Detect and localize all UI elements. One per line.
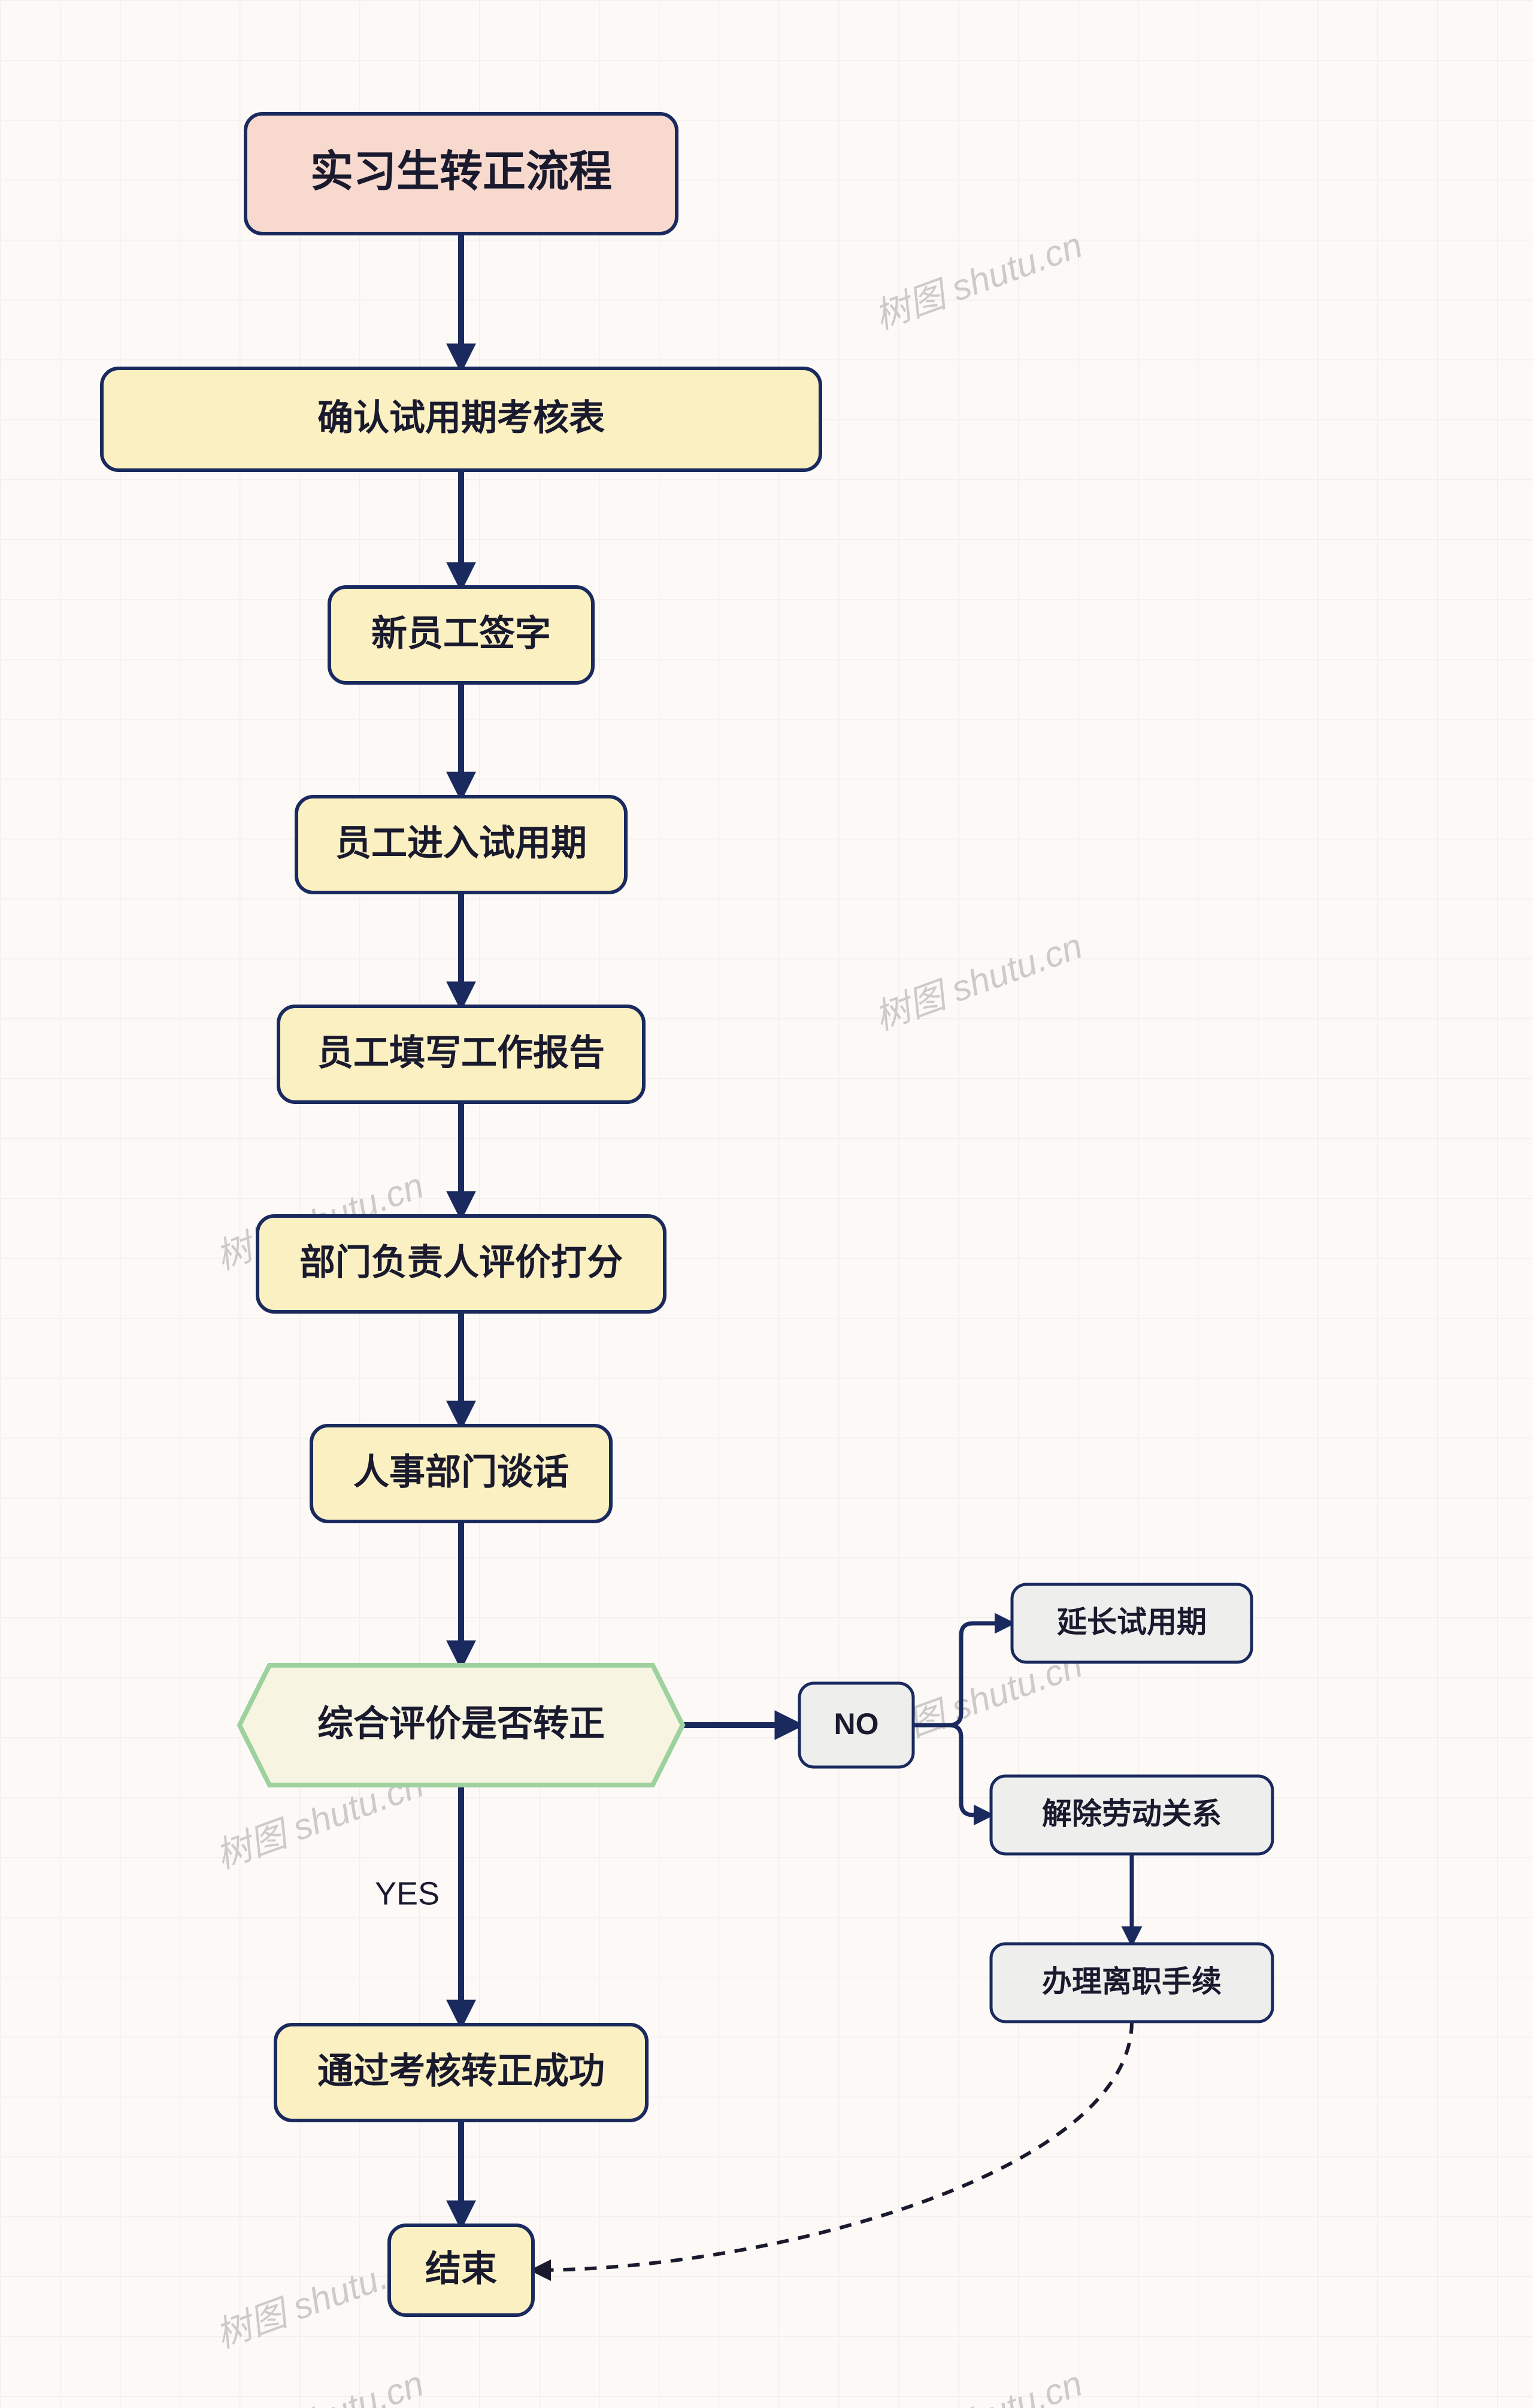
node-extend: 延长试用期 <box>1012 1584 1252 1662</box>
node-label-extend: 延长试用期 <box>1057 1605 1207 1639</box>
node-label-pass: 通过考核转正成功 <box>317 2051 605 2091</box>
node-decision: 综合评价是否转正 <box>240 1665 683 1785</box>
node-pass: 通过考核转正成功 <box>275 2025 647 2120</box>
node-talk: 人事部门谈话 <box>311 1426 611 1521</box>
node-report: 员工填写工作报告 <box>278 1006 644 1102</box>
node-label-score: 部门负责人评价打分 <box>299 1242 623 1282</box>
node-label-terminate: 解除劳动关系 <box>1042 1797 1222 1831</box>
node-confirm: 确认试用期考核表 <box>102 368 820 470</box>
node-terminate: 解除劳动关系 <box>991 1776 1273 1854</box>
node-label-sign: 新员工签字 <box>371 613 551 654</box>
node-label-talk: 人事部门谈话 <box>353 1452 569 1492</box>
node-no: NO <box>799 1683 913 1767</box>
node-title: 实习生转正流程 <box>246 114 677 234</box>
node-label-report: 员工填写工作报告 <box>317 1033 605 1073</box>
node-label-no: NO <box>834 1707 879 1741</box>
node-label-confirm: 确认试用期考核表 <box>317 398 605 438</box>
node-label-resign: 办理离职手续 <box>1042 1965 1222 1998</box>
node-end: 结束 <box>389 2225 533 2315</box>
node-label-decision: 综合评价是否转正 <box>317 1704 605 1744</box>
label-yes: YES <box>375 1875 440 1911</box>
node-resign: 办理离职手续 <box>991 1944 1273 2022</box>
node-label-enter: 员工进入试用期 <box>335 823 587 863</box>
flowchart-canvas: 树图 shutu.cn树图 shutu.cn树图 shutu.cn树图 shut… <box>0 0 1533 2408</box>
node-score: 部门负责人评价打分 <box>257 1216 665 1312</box>
node-label-end: 结束 <box>425 2249 497 2289</box>
node-label-title: 实习生转正流程 <box>310 148 612 196</box>
node-sign: 新员工签字 <box>329 587 593 683</box>
node-enter: 员工进入试用期 <box>296 797 626 893</box>
